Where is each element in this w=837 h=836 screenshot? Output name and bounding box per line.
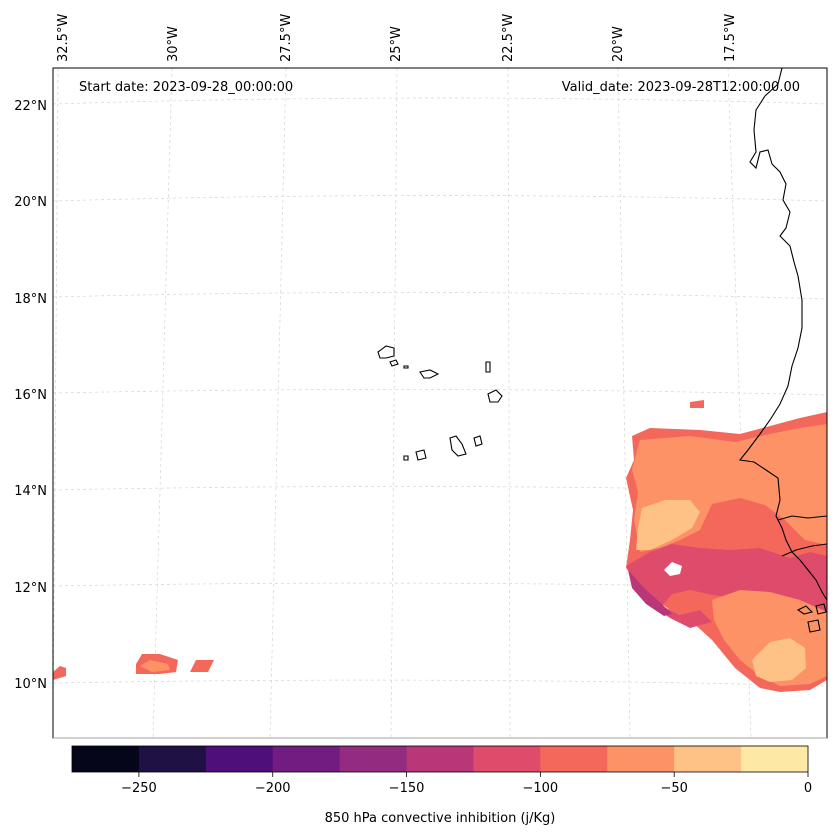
colorbar: −250 −200 −150 −100 −50 0 850 hPa convective … <box>71 745 812 826</box>
island-sao-vicente <box>389 359 399 367</box>
colorbar-tick-label: −50 <box>660 781 687 796</box>
lat-label-16n: 16°N <box>14 388 47 403</box>
longitude-labels: 32.5°W 30°W 27.5°W 25°W 22.5°W 20°W 17.5… <box>56 14 738 62</box>
colorbar-frame <box>71 745 809 773</box>
island-fogo <box>415 449 427 461</box>
contour-patch-west-2 <box>140 660 170 672</box>
contour-patch-west-4 <box>53 666 66 680</box>
lon-label-20w: 20°W <box>611 26 626 62</box>
contour-gap <box>664 562 682 576</box>
colorbar-bin <box>339 746 408 772</box>
coastlines <box>738 68 827 633</box>
colorbar-bin <box>741 746 809 772</box>
colorbar-tick-label: −100 <box>523 781 559 796</box>
gambia-estuary <box>777 515 827 557</box>
colorbar-ticks: −250 −200 −150 −100 −50 0 <box>121 772 812 796</box>
contour-patch-west-3 <box>190 660 214 672</box>
colorbar-tick-label: −250 <box>121 781 157 796</box>
colorbar-bin <box>205 746 274 772</box>
colorbar-bin <box>72 746 140 772</box>
bijagos-islands <box>796 603 827 633</box>
cape-verde-islands <box>377 345 503 461</box>
island-santa-luzia <box>403 365 409 369</box>
lat-label-22n: 22°N <box>14 99 47 114</box>
lat-label-18n: 18°N <box>14 292 47 307</box>
lon-label-25w: 25°W <box>389 26 404 62</box>
colorbar-bins <box>72 746 809 772</box>
lat-label-14n: 14°N <box>14 484 47 499</box>
colorbar-bin <box>406 746 474 772</box>
island-santo-antao <box>377 345 395 359</box>
africa-coastline <box>738 68 827 601</box>
colorbar-tick-label: 0 <box>804 781 812 796</box>
island-maio <box>473 435 483 447</box>
island-sao-nicolau <box>419 369 440 379</box>
colorbar-bin <box>540 746 608 772</box>
contour-fill-neg25 <box>636 500 700 550</box>
lat-label-12n: 12°N <box>14 581 47 596</box>
island-sal <box>485 361 491 373</box>
colorbar-tick-label: −200 <box>255 781 291 796</box>
start-date-label: Start date: 2023-09-28_00:00:00 <box>79 80 293 95</box>
colorbar-bin <box>607 746 675 772</box>
lon-label-30w: 30°W <box>166 26 181 62</box>
lat-label-20n: 20°N <box>14 195 47 210</box>
contour-fill-neg25-south <box>752 638 806 682</box>
lon-label-32-5w: 32.5°W <box>56 14 71 62</box>
latitude-labels: 22°N 20°N 18°N 16°N 14°N 12°N 10°N <box>14 99 47 692</box>
lat-label-10n: 10°N <box>14 677 47 692</box>
island-santiago <box>449 435 467 457</box>
island-brava <box>403 455 409 461</box>
colorbar-bin <box>138 746 207 772</box>
island-boa-vista <box>487 389 503 403</box>
contour-fill-neg125 <box>628 570 672 616</box>
contour-patch-north <box>690 400 704 408</box>
colorbar-bin <box>674 746 742 772</box>
valid-date-label: Valid_date: 2023-09-28T12:00:00.00 <box>562 80 800 95</box>
colorbar-tick-label: −150 <box>389 781 425 796</box>
lon-label-17-5w: 17.5°W <box>723 14 738 62</box>
colorbar-label: 850 hPa convective inhibition (j/Kg) <box>325 811 556 826</box>
cin-contours <box>53 400 827 692</box>
colorbar-bin <box>473 746 541 772</box>
lon-label-27-5w: 27.5°W <box>279 14 294 62</box>
colorbar-bin <box>272 746 341 772</box>
lon-label-22-5w: 22.5°W <box>501 14 516 62</box>
